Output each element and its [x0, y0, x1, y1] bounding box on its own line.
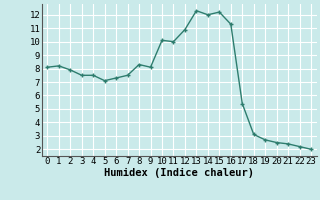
X-axis label: Humidex (Indice chaleur): Humidex (Indice chaleur): [104, 168, 254, 178]
